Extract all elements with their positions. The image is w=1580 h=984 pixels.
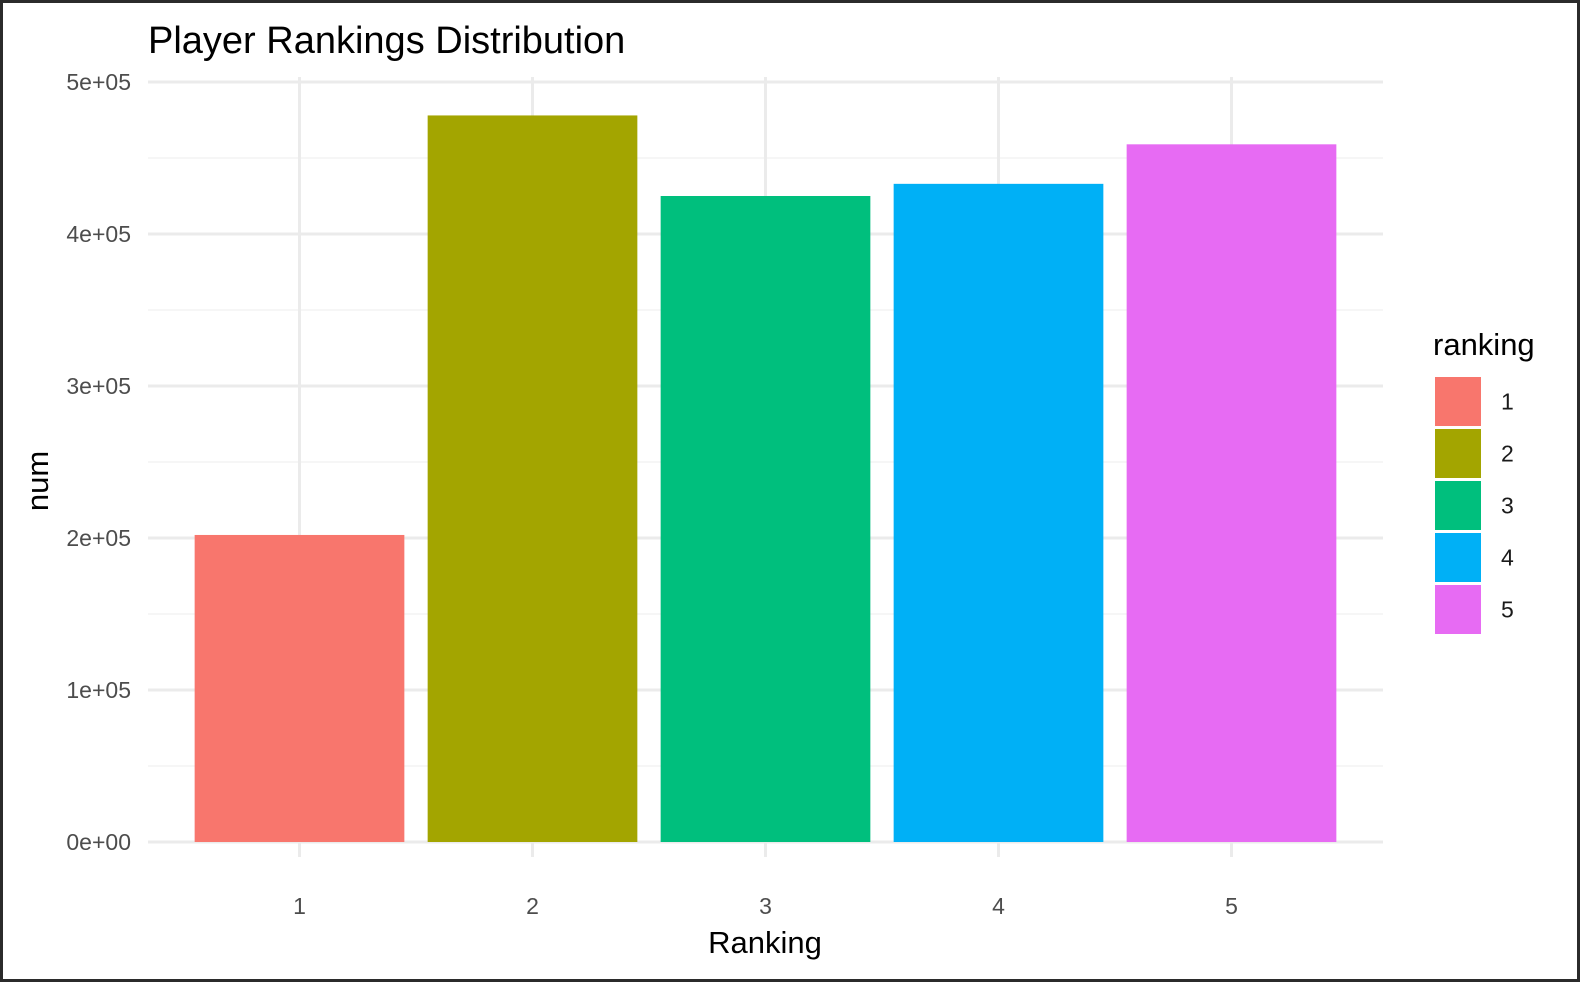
y-axis-tick-labels: 0e+00 1e+05 2e+05 3e+05 4e+05 5e+05 <box>66 69 131 855</box>
bar-ranking-2 <box>427 115 638 842</box>
legend-key-3 <box>1435 481 1481 530</box>
bar-ranking-4 <box>893 183 1104 843</box>
x-tick-label: 1 <box>293 893 306 919</box>
y-tick-label: 5e+05 <box>66 69 131 95</box>
legend-items: 1 2 3 4 5 <box>1435 377 1514 634</box>
x-tick-label: 3 <box>759 893 772 919</box>
y-tick-label: 0e+00 <box>66 829 131 855</box>
legend-title: ranking <box>1433 327 1535 362</box>
legend-label-5: 5 <box>1501 597 1514 623</box>
legend-key-2 <box>1435 429 1481 478</box>
chart-title: Player Rankings Distribution <box>148 20 625 62</box>
bars <box>194 115 1337 843</box>
legend-label-4: 4 <box>1501 545 1514 571</box>
y-axis-title: num <box>20 451 55 511</box>
legend: ranking 1 2 3 4 5 <box>1433 327 1535 634</box>
bar-ranking-3 <box>660 196 871 842</box>
y-tick-label: 2e+05 <box>66 525 131 551</box>
legend-key-5 <box>1435 585 1481 634</box>
legend-key-1 <box>1435 377 1481 426</box>
bar-ranking-1 <box>194 534 405 842</box>
y-tick-label: 4e+05 <box>66 221 131 247</box>
legend-key-4 <box>1435 533 1481 582</box>
x-tick-label: 4 <box>992 893 1005 919</box>
legend-label-2: 2 <box>1501 441 1514 467</box>
bar-ranking-5 <box>1126 144 1337 842</box>
x-axis-title: Ranking <box>708 925 822 960</box>
x-tick-label: 2 <box>526 893 539 919</box>
x-tick-label: 5 <box>1225 893 1238 919</box>
y-tick-label: 3e+05 <box>66 373 131 399</box>
x-axis-tick-labels: 1 2 3 4 5 <box>293 893 1238 919</box>
y-tick-label: 1e+05 <box>66 677 131 703</box>
legend-label-3: 3 <box>1501 493 1514 519</box>
bar-chart: Player Rankings Distribution 0e+00 1e+05 2… <box>20 20 1535 960</box>
legend-label-1: 1 <box>1501 389 1514 415</box>
